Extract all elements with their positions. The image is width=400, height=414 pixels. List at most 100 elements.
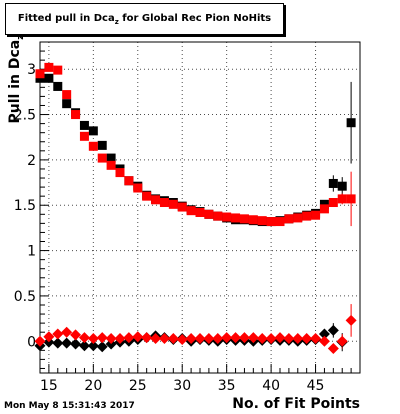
y-tick-label: 3 xyxy=(27,62,36,78)
data-point-square xyxy=(115,168,125,178)
data-point-square xyxy=(53,81,63,91)
data-point-diamond xyxy=(158,333,170,345)
data-point-square xyxy=(97,153,107,163)
data-point-square xyxy=(151,195,161,205)
data-point-diamond xyxy=(283,333,295,345)
data-point-diamond xyxy=(61,337,73,349)
data-point-square xyxy=(284,214,294,224)
data-point-diamond xyxy=(78,332,90,344)
data-point-diamond xyxy=(221,332,233,344)
data-point-diamond xyxy=(212,333,224,345)
data-point-diamond xyxy=(274,332,286,344)
y-tick-label: 2.5 xyxy=(14,108,36,124)
data-point-square xyxy=(177,202,187,212)
data-point-diamond xyxy=(238,332,250,344)
data-point-square xyxy=(106,160,116,170)
data-point-diamond xyxy=(256,333,268,345)
data-point-square xyxy=(239,214,249,224)
data-point-square xyxy=(213,211,223,221)
data-point-square xyxy=(337,194,347,204)
chart-title-subscript: z xyxy=(114,17,119,26)
data-point-square xyxy=(133,183,143,193)
data-point-square xyxy=(186,206,196,216)
data-point-diamond xyxy=(247,332,259,344)
data-point-square xyxy=(44,73,54,83)
data-point-diamond xyxy=(96,341,108,353)
data-point-square xyxy=(319,199,329,209)
x-tick-label: 25 xyxy=(129,378,147,394)
x-tick-label: 20 xyxy=(84,378,102,394)
y-tick-label: 1.5 xyxy=(14,198,36,214)
y-tick-label: 2 xyxy=(27,153,36,169)
y-axis-label: Pull in Dcaz xyxy=(7,19,26,139)
data-point-diamond xyxy=(167,333,179,345)
data-point-square xyxy=(106,153,116,163)
data-point-square xyxy=(293,213,303,223)
data-point-diamond xyxy=(194,333,206,345)
data-point-square xyxy=(71,110,81,120)
x-tick-label: 15 xyxy=(40,378,58,394)
data-point-square xyxy=(275,217,285,227)
data-point-square xyxy=(302,211,312,221)
data-point-diamond xyxy=(70,338,82,350)
x-tick-label: 45 xyxy=(307,378,325,394)
data-point-square xyxy=(266,217,276,227)
x-tick-label: 30 xyxy=(173,378,191,394)
axis-ticks: 15 20 25 30 35 40 45 0 0.5 1 1.5 2 2.5 3 xyxy=(14,50,361,394)
data-point-square xyxy=(35,73,45,83)
y-tick-label: 0 xyxy=(27,334,36,350)
data-point-diamond xyxy=(310,333,322,345)
data-point-diamond xyxy=(43,331,55,343)
data-point-diamond xyxy=(132,331,144,343)
data-point-square xyxy=(248,215,258,225)
data-point-diamond xyxy=(176,333,188,345)
data-point-diamond xyxy=(301,333,313,345)
data-point-diamond xyxy=(105,333,117,345)
y-tick-label: 1 xyxy=(27,244,36,260)
data-point-square xyxy=(319,204,329,214)
chart-title: Fitted pull in Dcaz for Global Rec Pion … xyxy=(18,13,271,26)
data-point-square xyxy=(88,126,98,136)
data-point-square xyxy=(79,131,89,141)
data-point-square xyxy=(222,212,232,222)
data-point-diamond xyxy=(87,333,99,345)
data-point-diamond xyxy=(52,328,64,340)
data-point-square xyxy=(88,141,98,151)
data-point-diamond xyxy=(327,324,339,336)
data-point-square xyxy=(35,69,45,79)
data-point-square xyxy=(204,209,214,219)
data-point-square xyxy=(168,199,178,209)
x-tick-label: 40 xyxy=(262,378,280,394)
y-axis-label-main: Pull in Dca xyxy=(7,39,23,124)
data-point-square xyxy=(53,65,63,75)
x-axis-label: No. of Fit Points xyxy=(232,396,360,412)
data-point-diamond xyxy=(318,328,330,340)
data-point-square xyxy=(79,120,89,130)
data-point-diamond xyxy=(345,314,357,326)
data-point-diamond xyxy=(203,333,215,345)
data-point-square xyxy=(346,194,356,204)
data-point-square xyxy=(337,181,347,191)
data-point-diamond xyxy=(327,343,339,355)
data-point-diamond xyxy=(123,332,135,344)
data-point-diamond xyxy=(318,335,330,347)
data-point-square xyxy=(62,99,72,109)
data-markers xyxy=(34,62,357,355)
data-point-diamond xyxy=(61,326,73,338)
data-point-square xyxy=(231,213,241,223)
data-point-diamond xyxy=(52,337,64,349)
data-point-square xyxy=(346,118,356,128)
chart-title-main: Fitted pull in Dca xyxy=(17,12,115,24)
data-point-square xyxy=(159,198,169,208)
data-point-square xyxy=(328,178,338,188)
data-point-diamond xyxy=(336,335,348,347)
data-point-diamond xyxy=(96,332,108,344)
data-point-square xyxy=(124,176,134,186)
data-point-diamond xyxy=(78,340,90,352)
data-point-square xyxy=(142,191,152,201)
x-tick-label: 35 xyxy=(218,378,236,394)
data-point-square xyxy=(328,198,338,208)
datestamp: Mon May 8 15:31:43 2017 xyxy=(4,401,135,411)
data-point-diamond xyxy=(230,332,242,344)
